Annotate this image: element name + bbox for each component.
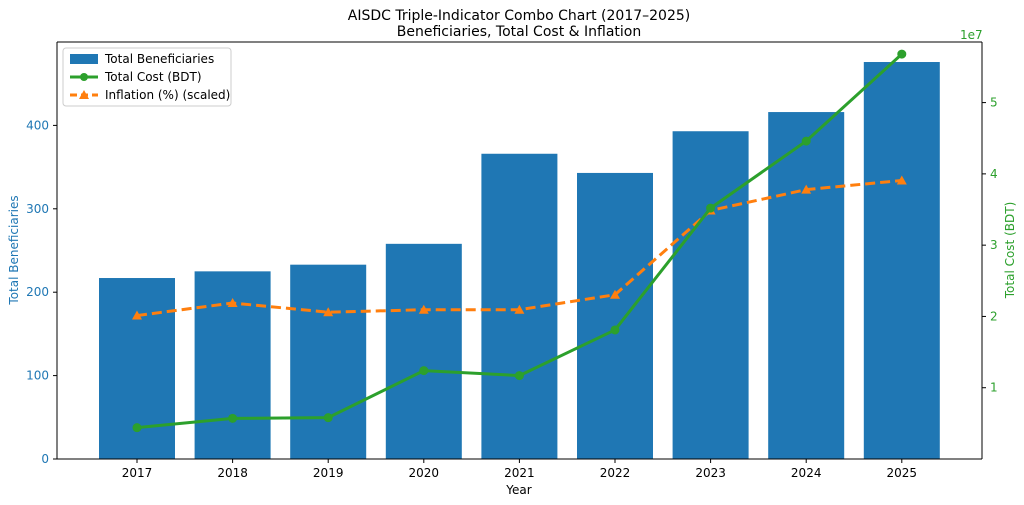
x-tick-label: 2021 (504, 466, 535, 480)
chart-title: AISDC Triple-Indicator Combo Chart (2017… (348, 8, 690, 24)
cost-point (228, 413, 238, 423)
cost-point (419, 366, 429, 376)
bar (385, 243, 462, 459)
legend-bar-swatch (70, 54, 98, 64)
inflation-point (610, 289, 620, 299)
y-axis-left-label: Total Beneficiaries (7, 195, 21, 305)
bar (768, 112, 845, 459)
y-left-tick-label: 100 (26, 369, 49, 383)
bar (863, 62, 940, 460)
x-axis-label: Year (505, 483, 531, 497)
x-tick-label: 2018 (217, 466, 248, 480)
y-left-tick-label: 0 (41, 452, 49, 466)
bar (672, 131, 749, 459)
x-tick-label: 2023 (695, 466, 726, 480)
legend: Total Beneficiaries Total Cost (BDT) Infla… (62, 47, 232, 107)
x-tick-label: 2022 (600, 466, 631, 480)
chart-subtitle: Beneficiaries, Total Cost & Inflation (397, 24, 641, 40)
axes-layer: 0 100 200 300 400 1 2 3 4 5 2017 2018 2019 2020 2021 20… (26, 41, 998, 480)
y-right-tick-label: 5 (990, 96, 998, 110)
inflation-point (801, 184, 812, 194)
y-left-tick-label: 300 (26, 202, 49, 216)
cost-point (706, 203, 716, 213)
legend-label: Total Cost (BDT) (104, 70, 202, 84)
inflation-point (896, 175, 907, 185)
legend-box (62, 47, 232, 107)
legend-label: Inflation (%) (scaled) (105, 88, 230, 102)
y-right-tick-label: 3 (990, 238, 998, 252)
y-left-tick-label: 400 (26, 118, 49, 132)
inflation-point (227, 298, 238, 308)
y-left-tick-label: 200 (26, 285, 49, 299)
inflation-point (323, 307, 334, 317)
x-tick-label: 2020 (409, 466, 440, 480)
cost-point (514, 371, 524, 381)
bar (290, 264, 367, 459)
inflation-point (132, 310, 142, 320)
cost-point (610, 325, 620, 335)
cost-point (323, 413, 333, 423)
cost-point (897, 49, 907, 59)
cost-point (132, 423, 142, 433)
x-tick-label: 2024 (791, 466, 822, 480)
inflation-point (418, 304, 429, 314)
lines-layer (132, 49, 907, 433)
legend-inflation-swatch-marker (79, 90, 89, 99)
x-tick-label: 2025 (887, 466, 918, 480)
x-tick-label: 2019 (313, 466, 344, 480)
bar (577, 172, 653, 460)
inflation-point (514, 304, 525, 314)
x-tick-label: 2017 (122, 466, 153, 480)
bars-layer (99, 62, 940, 460)
y-right-tick-label: 2 (990, 309, 998, 323)
y-right-tick-label: 1 (990, 381, 998, 395)
cost-point (801, 136, 811, 146)
right-axis-multiplier: 1e7 (960, 28, 983, 42)
y-right-tick-label: 4 (990, 167, 998, 181)
legend-label: Total Beneficiaries (104, 52, 214, 66)
legend-cost-swatch-marker (80, 73, 88, 81)
y-axis-right-label: Total Cost (BDT) (1003, 202, 1017, 300)
